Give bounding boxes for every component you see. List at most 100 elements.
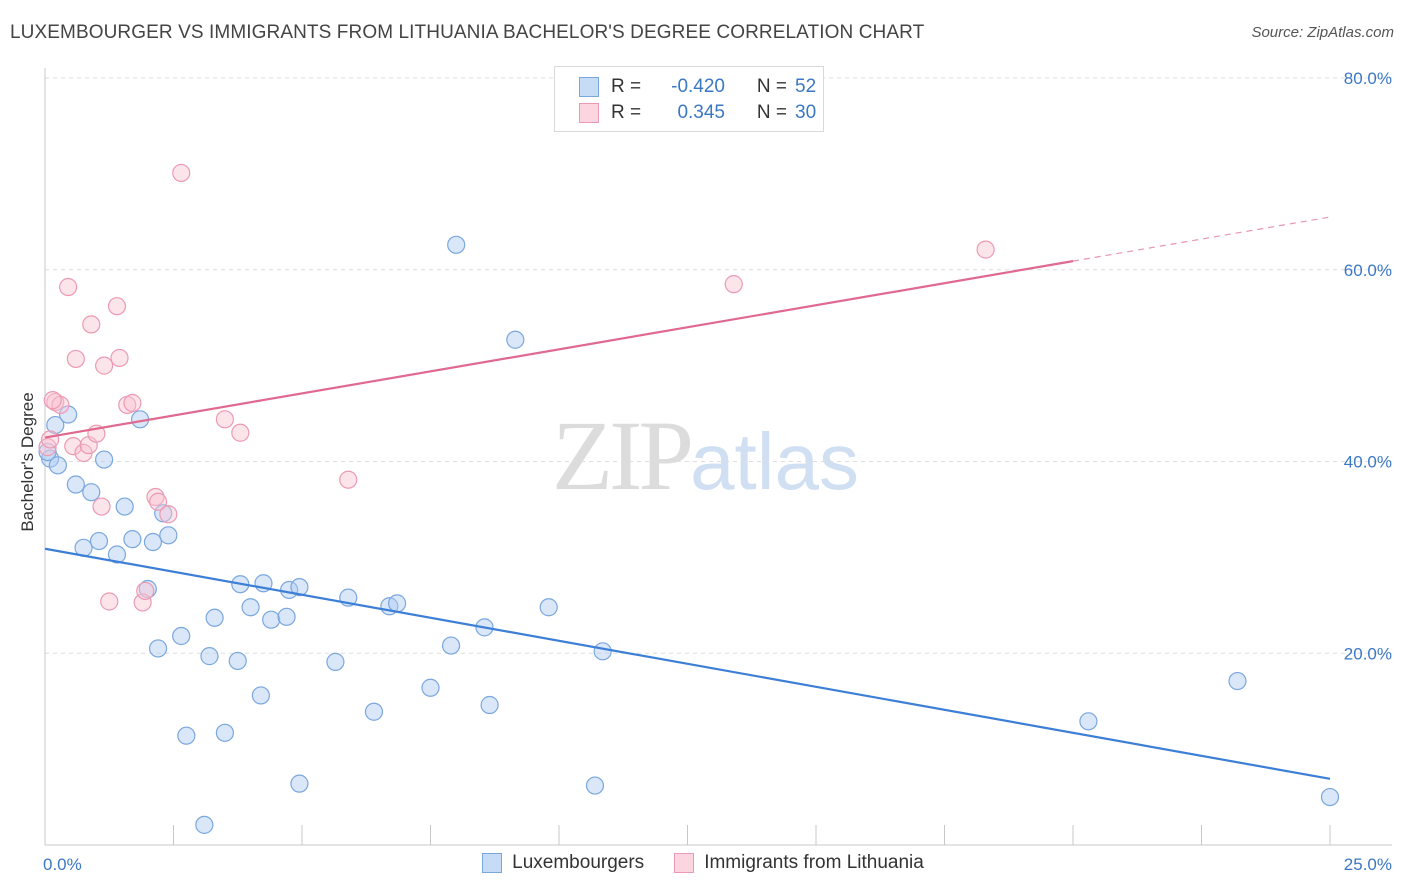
scatter-point [143,532,163,552]
scatter-point [724,275,743,294]
scatter-point [976,240,995,259]
scatter-point [95,356,114,375]
n-label: N = [756,102,787,123]
legend-label: Luxembourgers [512,852,645,873]
scatter-point [172,163,191,183]
legend-item-luxembourgers[interactable]: Luxembourgers [482,852,644,874]
scatter-point [66,349,85,369]
scatter-point [146,487,165,507]
scatter-point [290,774,309,793]
scatter-point [41,430,60,449]
swatch-blue [579,77,599,97]
scatter-point [251,686,270,705]
scatter-point [123,530,142,549]
axes [44,68,1392,846]
stats-row-lithuania: R = 0.345 N = 30 [579,101,835,125]
scatter-point [228,651,247,671]
scatter-point [326,652,345,671]
scatter-point [115,497,134,516]
scatter-point [59,405,78,424]
scatter-point [441,636,461,655]
r-label: R = [611,102,642,123]
stats-row-luxembourgers: R = -0.420 N = 52 [579,75,835,99]
x-tick-label: 25.0% [1344,855,1392,874]
scatter-point [123,393,142,413]
scatter-point [159,526,178,545]
lithuania-points [38,163,995,612]
scatter-point [447,235,466,254]
scatter-point [110,348,129,368]
swatch-pink [579,103,599,123]
scatter-point [46,392,65,412]
scatter-point [133,593,152,612]
scatter-point [89,531,109,551]
scatter-point [148,639,168,658]
luxembourgers-points [38,235,1340,834]
tick-labels: 20.0% 40.0% 60.0% 80.0% 0.0% 25.0% [43,69,1392,874]
scatter-point [48,456,67,475]
trend-lines [44,216,1331,780]
scatter-point [593,642,612,661]
y-tick-label: 20.0% [1344,644,1392,663]
r-value: -0.420 [671,76,725,97]
scatter-point [82,315,101,334]
scatter-point [107,545,127,564]
scatter-point [215,723,234,742]
y-tick-label: 40.0% [1344,453,1392,472]
scatter-point [585,776,605,795]
y-tick-label: 80.0% [1344,69,1392,88]
stats-legend: R = -0.420 N = 52 R = 0.345 N = 30 [554,66,824,132]
scatter-point [92,497,111,516]
trend-line [44,260,1074,439]
scatter-point [290,577,309,597]
scatter-point [195,815,214,834]
n-label: N = [756,76,787,97]
scatter-point [138,579,157,599]
legend-item-lithuania[interactable]: Immigrants from Lithuania [674,852,924,874]
scatter-point [100,592,119,611]
scatter-point [177,726,196,745]
scatter-point [95,450,114,469]
r-value: 0.345 [677,102,725,123]
scatter-point [262,610,281,629]
n-value: 30 [795,102,817,123]
scatter-point [59,277,78,297]
scatter-point [506,330,525,349]
scatter-point [66,475,85,494]
scatter-point [154,504,173,523]
scatter-point [64,437,83,456]
scatter-point [277,607,296,626]
n-value: 52 [795,76,817,97]
y-axis-label: Bachelor's Degree [18,392,37,531]
scatter-point [82,483,101,502]
scatter-point [339,470,358,489]
scatter-point [215,410,234,429]
scatter-point [1320,787,1340,807]
scatter-point [205,608,224,627]
watermark-zip: ZIP [552,400,694,511]
r-label: R = [611,76,642,97]
x-tick-label: 0.0% [43,855,82,874]
scatter-point [172,626,191,646]
scatter-point [539,598,558,617]
trend-line [44,547,1331,780]
scatter-point [387,594,407,613]
y-tick-label: 60.0% [1344,261,1392,280]
gridlines [45,77,1392,654]
legend-swatch-pink [674,853,695,873]
scatter-point [159,505,178,524]
scatter-point [43,391,62,410]
scatter-point [1079,712,1098,731]
scatter-point [241,598,260,617]
chart-title: LUXEMBOURGER VS IMMIGRANTS FROM LITHUANI… [10,22,925,43]
scatter-point [136,581,155,601]
scatter-point [364,702,384,721]
scatter-point [148,492,168,511]
source-label: Source: ZipAtlas.com [1251,24,1394,41]
series-legend: Luxembourgers Immigrants from Lithuania [0,852,1406,874]
scatter-point [46,415,65,435]
legend-label: Immigrants from Lithuania [704,852,924,873]
scatter-point [421,678,440,697]
scatter-point [107,297,127,316]
